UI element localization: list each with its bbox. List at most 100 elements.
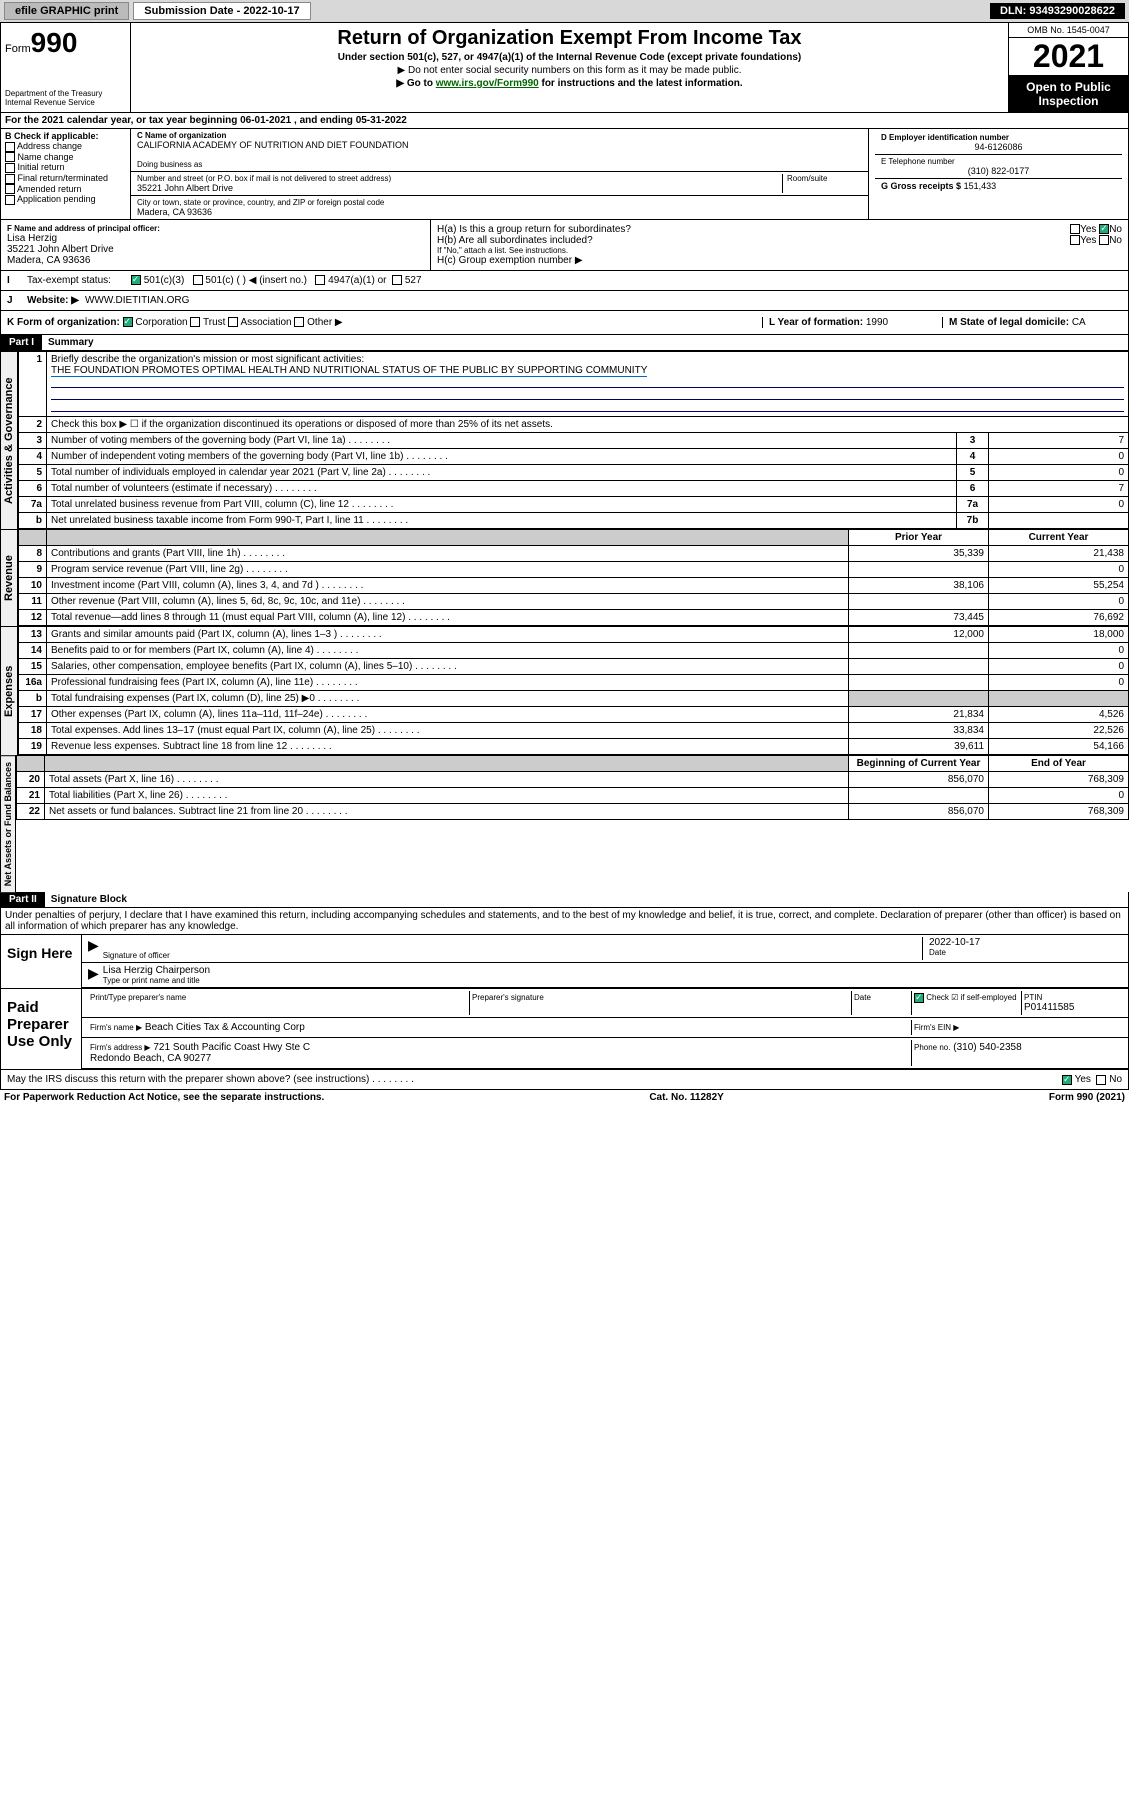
firm-addr-label: Firm's address ▶ xyxy=(90,1043,151,1052)
col-current: Current Year xyxy=(989,530,1129,546)
te-options: 501(c)(3) 501(c) ( ) ◀ (insert no.) 4947… xyxy=(131,275,422,286)
k-trust: Trust xyxy=(203,317,225,328)
omb-number: OMB No. 1545-0047 xyxy=(1009,23,1128,38)
hc-row: H(c) Group exemption number ▶ xyxy=(437,255,1122,266)
principal-officer: Lisa Herzig 35221 John Albert Drive Made… xyxy=(7,233,424,266)
year-formation: 1990 xyxy=(866,317,888,328)
e-label: E Telephone number xyxy=(881,157,1116,166)
cb-initial-return[interactable]: Initial return xyxy=(5,162,126,173)
cb-final-return[interactable]: Final return/terminated xyxy=(5,173,126,184)
website-url: WWW.DIETITIAN.ORG xyxy=(85,295,189,306)
expenses-table: 13Grants and similar amounts paid (Part … xyxy=(18,626,1129,755)
prep-date-label: Date xyxy=(854,993,909,1002)
sig-date: 2022-10-17 xyxy=(929,937,1122,948)
room-label: Room/suite xyxy=(787,174,862,183)
sign-here-label: Sign Here xyxy=(1,935,81,988)
submission-date: Submission Date - 2022-10-17 xyxy=(133,2,310,20)
may-irs-row: May the IRS discuss this return with the… xyxy=(0,1070,1129,1090)
vert-revenue: Revenue xyxy=(0,529,18,626)
cat-number: Cat. No. 11282Y xyxy=(649,1092,723,1103)
part2-header: Part II xyxy=(1,892,45,907)
l-label: L Year of formation: xyxy=(769,317,863,328)
note-link: ▶ Go to www.irs.gov/Form990 for instruct… xyxy=(139,78,1000,89)
q2-label: Check this box ▶ ☐ if the organization d… xyxy=(47,417,1129,433)
f-label: F Name and address of principal officer: xyxy=(7,224,424,233)
ptin-label: PTIN xyxy=(1024,993,1120,1002)
tax-year: 2021 xyxy=(1009,38,1128,76)
part1-subtitle: Summary xyxy=(48,337,94,348)
paperwork-notice: For Paperwork Reduction Act Notice, see … xyxy=(4,1092,324,1103)
city-label: City or town, state or province, country… xyxy=(137,198,862,207)
form-990-number: 990 xyxy=(31,27,78,58)
open-public-badge: Open to Public Inspection xyxy=(1009,76,1128,112)
note2-pre: ▶ Go to xyxy=(396,78,435,89)
k-assoc: Association xyxy=(240,317,291,328)
col-b-checkboxes: B Check if applicable: Address change Na… xyxy=(1,129,131,219)
cb-amended[interactable]: Amended return xyxy=(5,184,126,195)
ein: 94-6126086 xyxy=(881,142,1116,152)
form-number: Form990 xyxy=(5,27,126,59)
g-label: G Gross receipts $ xyxy=(881,181,961,191)
k-corp: Corporation xyxy=(135,317,187,328)
paid-preparer-label: Paid Preparer Use Only xyxy=(1,989,81,1069)
vert-governance: Activities & Governance xyxy=(0,351,18,529)
dln-label: DLN: 93493290028622 xyxy=(990,3,1125,19)
form-title: Return of Organization Exempt From Incom… xyxy=(139,27,1000,50)
c-label: C Name of organization xyxy=(137,131,862,140)
vert-netassets: Net Assets or Fund Balances xyxy=(0,755,16,892)
firm-name-label: Firm's name ▶ xyxy=(90,1023,142,1032)
revenue-table: Prior Year Current Year 8Contributions a… xyxy=(18,529,1129,626)
col-begin: Beginning of Current Year xyxy=(849,756,989,772)
ha-row: H(a) Is this a group return for subordin… xyxy=(437,224,1122,235)
col-prior: Prior Year xyxy=(849,530,989,546)
type-name-label: Type or print name and title xyxy=(103,976,1122,985)
q1-label: Briefly describe the organization's miss… xyxy=(51,354,364,365)
telephone: (310) 822-0177 xyxy=(881,166,1116,176)
arrow-icon: ▶ xyxy=(88,937,99,960)
firm-phone-label: Phone no. xyxy=(914,1043,950,1052)
k-label: K Form of organization: xyxy=(7,317,120,328)
state-domicile: CA xyxy=(1072,317,1086,328)
sig-officer-label: Signature of officer xyxy=(103,951,922,960)
declaration: Under penalties of perjury, I declare th… xyxy=(0,908,1129,935)
col-end: End of Year xyxy=(989,756,1129,772)
note-ssn: ▶ Do not enter social security numbers o… xyxy=(139,65,1000,76)
assets-table: Beginning of Current Year End of Year 20… xyxy=(16,755,1129,820)
hb-row: H(b) Are all subordinates included? Yes … xyxy=(437,235,1122,246)
page-footer: For Paperwork Reduction Act Notice, see … xyxy=(0,1090,1129,1105)
efile-button[interactable]: efile GRAPHIC print xyxy=(4,2,129,20)
k-other: Other ▶ xyxy=(307,317,342,328)
street-address: 35221 John Albert Drive xyxy=(137,183,782,193)
form-revision: Form 990 (2021) xyxy=(1049,1092,1125,1103)
website-label: Website: ▶ xyxy=(27,295,79,306)
top-bar: efile GRAPHIC print Submission Date - 20… xyxy=(0,0,1129,22)
dba-label: Doing business as xyxy=(137,160,862,169)
b-label: B Check if applicable: xyxy=(5,131,126,141)
cb-name-change[interactable]: Name change xyxy=(5,152,126,163)
date-label: Date xyxy=(929,948,1122,957)
m-label: M State of legal domicile: xyxy=(949,317,1069,328)
d-label: D Employer identification number xyxy=(881,133,1116,142)
hb-note: If "No," attach a list. See instructions… xyxy=(437,246,1122,255)
prep-sig-label: Preparer's signature xyxy=(472,993,849,1002)
part1-header: Part I xyxy=(1,335,42,350)
line-a: For the 2021 calendar year, or tax year … xyxy=(1,113,1128,129)
officer-name: Lisa Herzig Chairperson xyxy=(103,965,1122,976)
cb-address-change[interactable]: Address change xyxy=(5,141,126,152)
org-name: CALIFORNIA ACADEMY OF NUTRITION AND DIET… xyxy=(137,140,862,150)
firm-ein-label: Firm's EIN ▶ xyxy=(914,1023,959,1032)
irs-link[interactable]: www.irs.gov/Form990 xyxy=(436,78,539,89)
ptin-value: P01411585 xyxy=(1024,1002,1120,1013)
tax-exempt-label: Tax-exempt status: xyxy=(27,275,111,286)
firm-phone: (310) 540-2358 xyxy=(953,1042,1021,1053)
self-employed-label: Check ☑ if self-employed xyxy=(926,993,1016,1002)
firm-name: Beach Cities Tax & Accounting Corp xyxy=(145,1022,305,1033)
mission-text: THE FOUNDATION PROMOTES OPTIMAL HEALTH A… xyxy=(51,365,647,377)
cb-app-pending[interactable]: Application pending xyxy=(5,194,126,205)
form-word: Form xyxy=(5,43,31,55)
gross-receipts: 151,433 xyxy=(964,181,997,191)
city-state-zip: Madera, CA 93636 xyxy=(137,207,862,217)
prep-name-label: Print/Type preparer's name xyxy=(90,993,467,1002)
governance-table: 1 Briefly describe the organization's mi… xyxy=(18,351,1129,529)
vert-expenses: Expenses xyxy=(0,626,18,755)
